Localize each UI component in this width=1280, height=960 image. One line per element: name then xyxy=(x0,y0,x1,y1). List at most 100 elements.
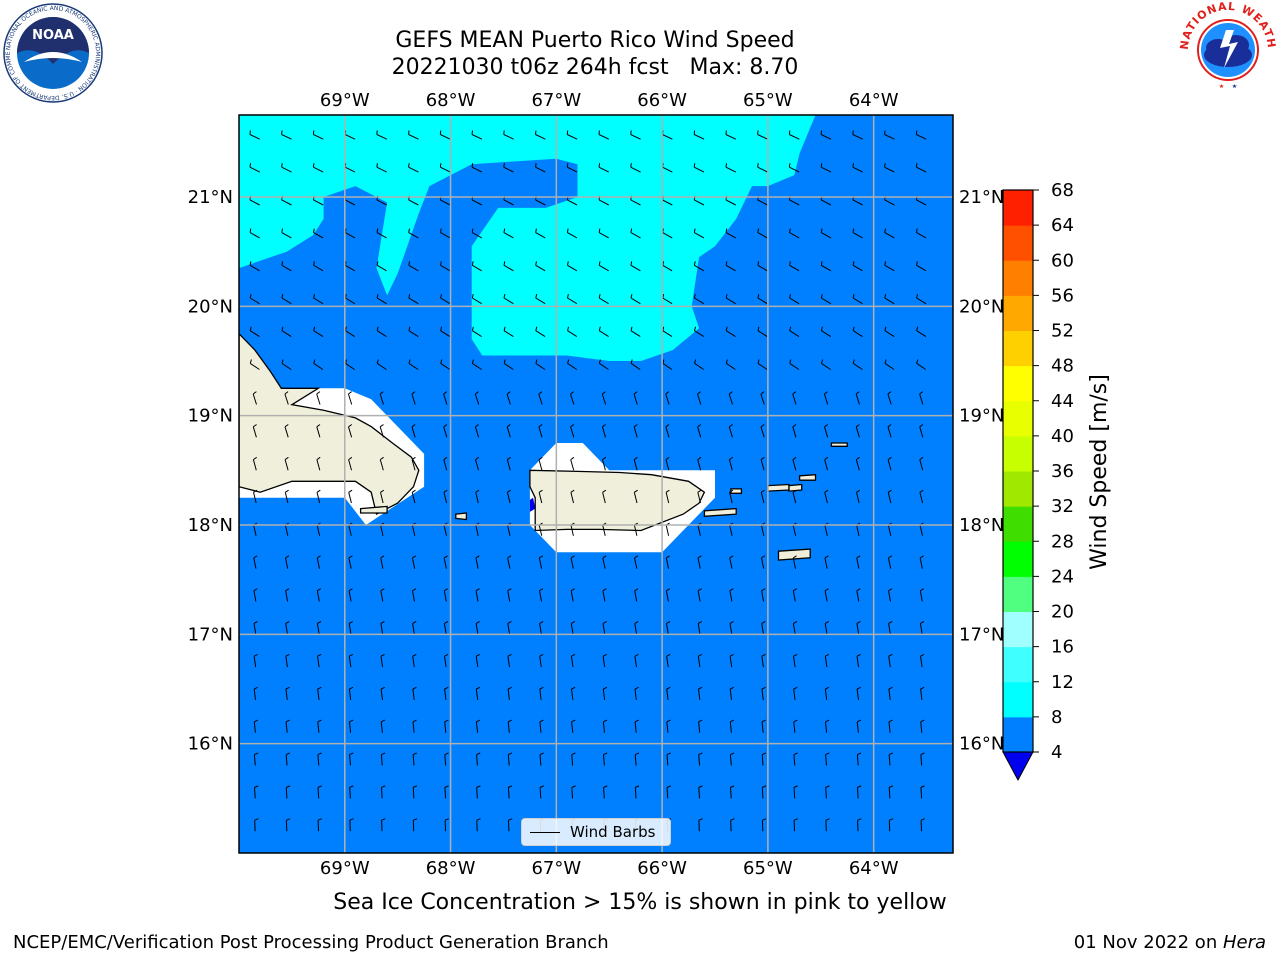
wind-barb xyxy=(824,686,830,700)
wind-barb xyxy=(761,588,766,602)
wind-barb xyxy=(412,653,417,668)
island-saona xyxy=(359,505,388,514)
wind-barb xyxy=(316,424,321,438)
wind-barb xyxy=(539,752,544,766)
wind-barb xyxy=(788,163,800,173)
wind-barb xyxy=(539,719,544,733)
wind-barb xyxy=(856,719,862,733)
wind-barb xyxy=(729,621,734,635)
wind-barb xyxy=(408,261,419,272)
wind-barb xyxy=(729,686,735,700)
wind-barb xyxy=(602,719,608,733)
wind-barb xyxy=(602,588,607,602)
wind-barb xyxy=(602,621,607,635)
wind-barb xyxy=(920,785,925,799)
wind-barb xyxy=(566,228,578,239)
wind-barb xyxy=(507,653,512,668)
wind-barb xyxy=(285,588,290,602)
wind-barb xyxy=(508,818,513,832)
wind-barb xyxy=(793,719,798,733)
wind-barb xyxy=(728,391,733,405)
colorbar-swatch xyxy=(1003,400,1033,437)
wind-barb xyxy=(348,424,353,438)
wind-barbs-legend: Wind Barbs xyxy=(521,818,671,846)
wind-barb xyxy=(317,686,322,700)
wind-barb xyxy=(571,686,576,700)
wind-barb xyxy=(408,293,419,305)
wind-barb xyxy=(728,424,733,438)
wind-barb xyxy=(633,456,638,471)
lat-tick-label-left: 18°N xyxy=(188,515,233,536)
wind-barb xyxy=(697,653,703,668)
wind-barb xyxy=(792,391,797,405)
wind-barb xyxy=(825,785,830,799)
wind-barb xyxy=(730,785,735,799)
wind-barb xyxy=(789,359,800,370)
wind-barb xyxy=(666,785,671,799)
wind-barb xyxy=(761,555,766,569)
wind-barb xyxy=(793,785,798,799)
wind-barb xyxy=(602,686,608,700)
wind-barb xyxy=(602,456,607,471)
wind-barb xyxy=(317,719,322,733)
wind-barb xyxy=(249,293,260,305)
wind-barb xyxy=(507,588,512,602)
wind-barb xyxy=(570,456,575,471)
wind-barb xyxy=(789,261,800,272)
wind-barb xyxy=(316,588,322,602)
wind-barb xyxy=(919,424,924,438)
island-st-john xyxy=(788,483,803,492)
wind-barb xyxy=(408,359,419,370)
wind-barb xyxy=(408,163,419,173)
wind-barb xyxy=(570,391,575,405)
map-title: GEFS MEAN Puerto Rico Wind Speed xyxy=(395,28,795,53)
wind-barb xyxy=(855,424,860,438)
wind-barb xyxy=(666,719,671,733)
wind-barb xyxy=(757,326,768,338)
wind-barb xyxy=(253,686,259,700)
wind-barb xyxy=(887,391,892,405)
wind-barb xyxy=(757,163,768,173)
wind-barb xyxy=(857,785,862,799)
wind-barb xyxy=(440,326,451,338)
wind-barb xyxy=(761,719,766,733)
wind-barb xyxy=(571,719,576,733)
wind-barb xyxy=(380,588,385,602)
wind-barb xyxy=(760,489,765,504)
wind-contours xyxy=(239,115,816,361)
wind-barb xyxy=(666,653,671,668)
wind-barb xyxy=(316,621,322,635)
wind-barb xyxy=(788,130,800,140)
colorbar-swatch xyxy=(1003,716,1033,753)
wind-barb xyxy=(884,130,895,140)
colorbar-swatch xyxy=(1003,190,1033,226)
wind-barb xyxy=(725,130,737,140)
lon-tick-label-top: 69°W xyxy=(320,90,370,111)
wind-barb xyxy=(887,489,892,504)
wind-barb xyxy=(824,621,829,635)
wind-barb xyxy=(538,555,544,569)
colorbar-tick-label: 16 xyxy=(1051,637,1074,658)
wind-barb xyxy=(379,424,384,438)
wind-barb xyxy=(475,653,481,668)
wind-barb xyxy=(919,391,924,405)
wind-barb xyxy=(535,293,546,305)
colorbar-tick-label: 52 xyxy=(1051,321,1074,342)
wind-barb xyxy=(444,686,449,700)
wind-barb xyxy=(693,228,705,239)
wind-barb xyxy=(381,785,386,799)
wind-barb xyxy=(506,391,511,405)
wind-barb xyxy=(855,456,860,471)
wind-barb xyxy=(376,326,387,338)
colorbar-swatch xyxy=(1003,681,1033,718)
legend-line-swatch xyxy=(530,831,560,833)
wind-barb xyxy=(920,653,925,668)
wind-barb xyxy=(884,228,895,239)
wind-barb xyxy=(476,752,481,766)
wind-barb xyxy=(633,424,638,438)
wind-barb xyxy=(888,818,894,832)
wind-barb xyxy=(824,456,829,471)
wind-barb xyxy=(254,785,259,799)
wind-barb xyxy=(313,359,324,370)
